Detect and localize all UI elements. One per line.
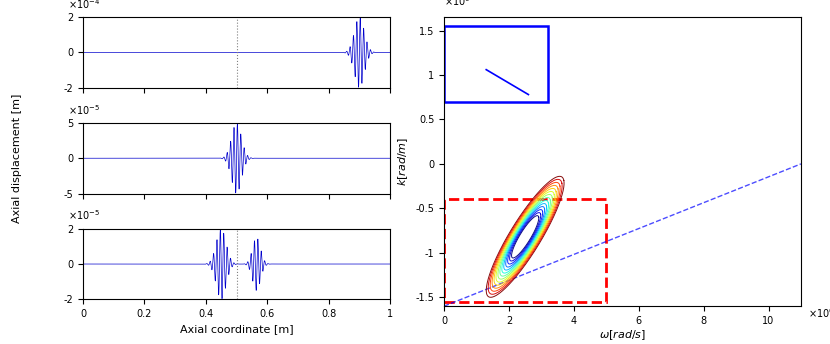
- X-axis label: $\omega[rad/s]$: $\omega[rad/s]$: [599, 329, 646, 343]
- X-axis label: Axial coordinate [m]: Axial coordinate [m]: [180, 324, 293, 335]
- Bar: [444, 200, 606, 302]
- Bar: [444, 26, 548, 102]
- Text: $\times 10^{-5}$: $\times 10^{-5}$: [68, 103, 100, 117]
- Text: $\times 10^6$: $\times 10^6$: [808, 306, 830, 320]
- Text: Axial displacement [m]: Axial displacement [m]: [12, 94, 22, 223]
- Text: $\times 10^{-4}$: $\times 10^{-4}$: [68, 0, 100, 11]
- Text: $\times 10^{-5}$: $\times 10^{-5}$: [68, 208, 100, 222]
- Text: $\times 10^6$: $\times 10^6$: [444, 0, 471, 8]
- Y-axis label: $k[rad/m]$: $k[rad/m]$: [396, 137, 410, 186]
